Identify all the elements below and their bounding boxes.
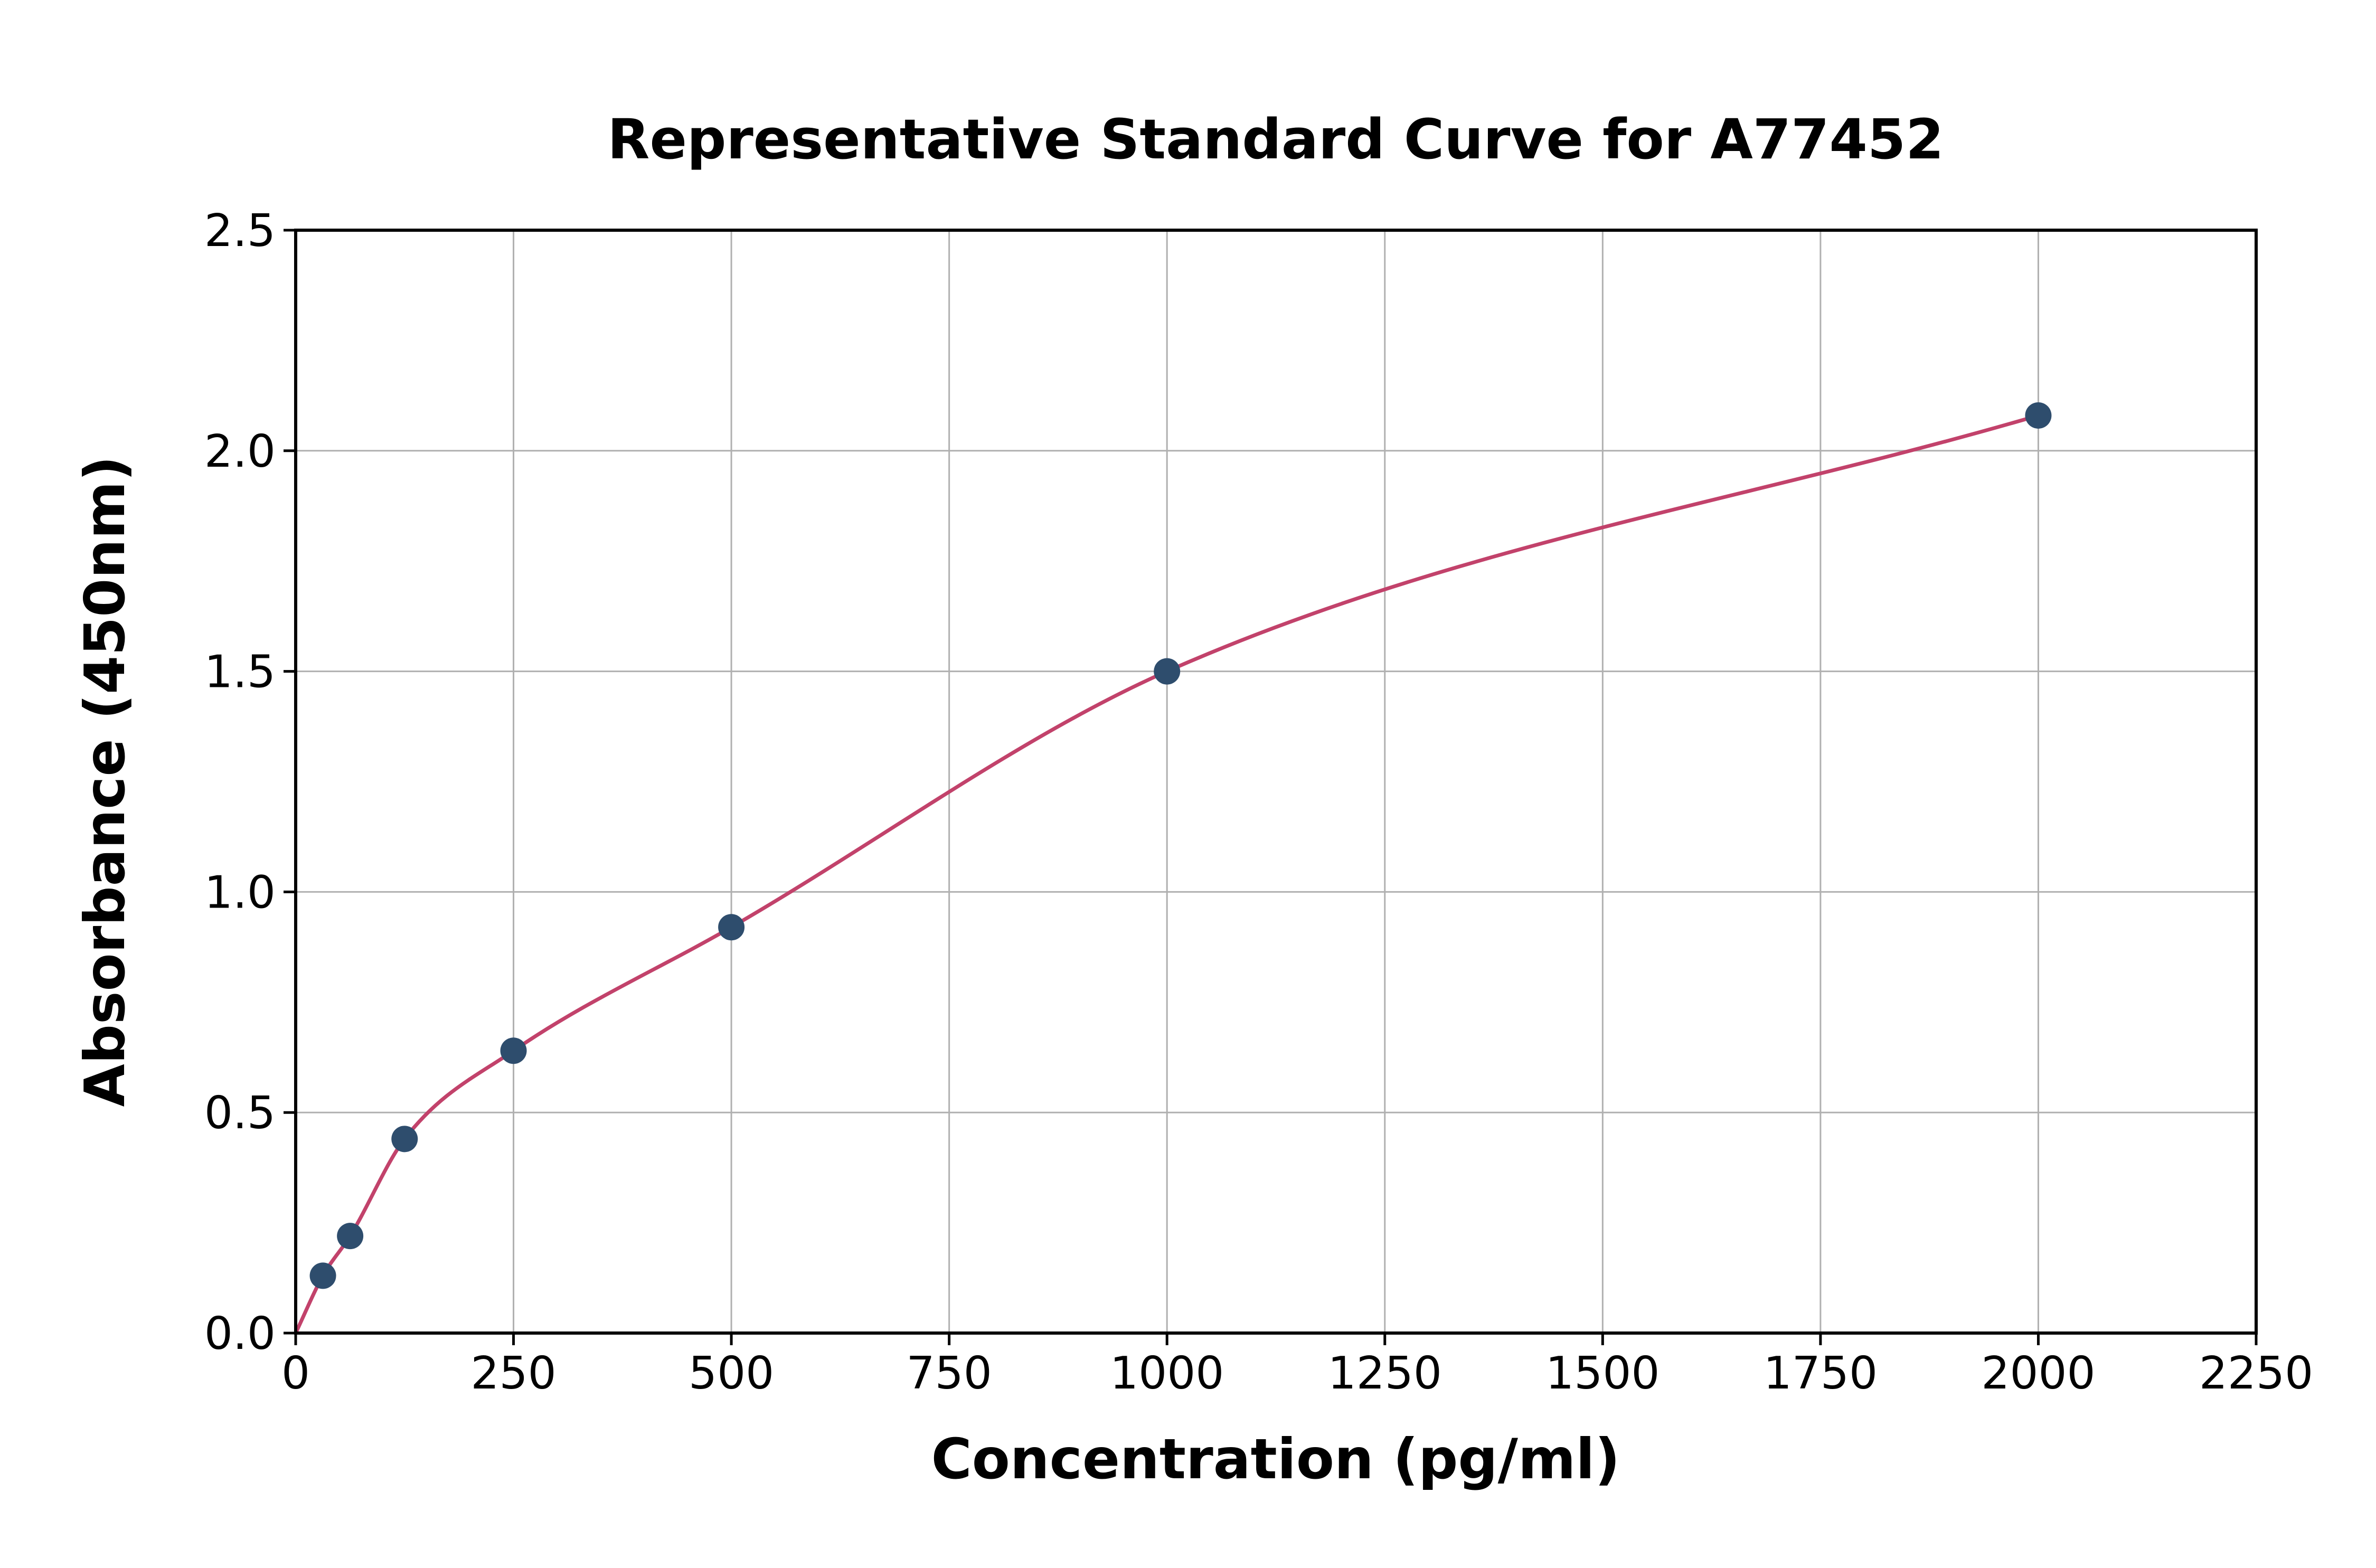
x-tick-label: 750 [907, 1347, 992, 1400]
data-layer [294, 402, 2052, 1334]
data-point [391, 1126, 418, 1153]
data-point [1154, 658, 1181, 685]
y-tick-label: 1.5 [204, 646, 276, 698]
data-point [309, 1262, 336, 1289]
data-point [718, 914, 745, 941]
y-tick-label: 1.0 [204, 866, 276, 919]
axes: 0 250 500 750 1000 1250 1500 1750 2000 2250 0.0 0.5… [204, 205, 2313, 1400]
x-tick-label: 500 [689, 1347, 774, 1400]
data-point [2025, 402, 2052, 429]
x-tick-label: 2000 [1981, 1347, 2095, 1400]
data-point [500, 1037, 527, 1064]
y-axis-label: Absorbance (450nm) [73, 456, 137, 1107]
y-tick-label: 0.5 [204, 1087, 276, 1139]
x-tick-label: 1250 [1328, 1347, 1442, 1400]
y-tick-label: 2.0 [204, 426, 276, 478]
x-axis-label: Concentration (pg/ml) [931, 1427, 1620, 1491]
y-tick-label: 0.0 [204, 1308, 276, 1360]
x-tick-label: 2250 [2199, 1347, 2313, 1400]
y-tick-label: 2.5 [204, 205, 276, 257]
gridlines [295, 229, 2257, 1334]
data-point [337, 1223, 364, 1250]
chart-title: Representative Standard Curve for A77452 [607, 107, 1944, 172]
x-tick-label: 0 [281, 1347, 310, 1400]
x-tick-label: 250 [470, 1347, 556, 1400]
x-tick-label: 1500 [1545, 1347, 1660, 1400]
x-tick-label: 1750 [1764, 1347, 1878, 1400]
plot-border [294, 229, 2258, 1335]
x-tick-label: 1000 [1110, 1347, 1224, 1400]
